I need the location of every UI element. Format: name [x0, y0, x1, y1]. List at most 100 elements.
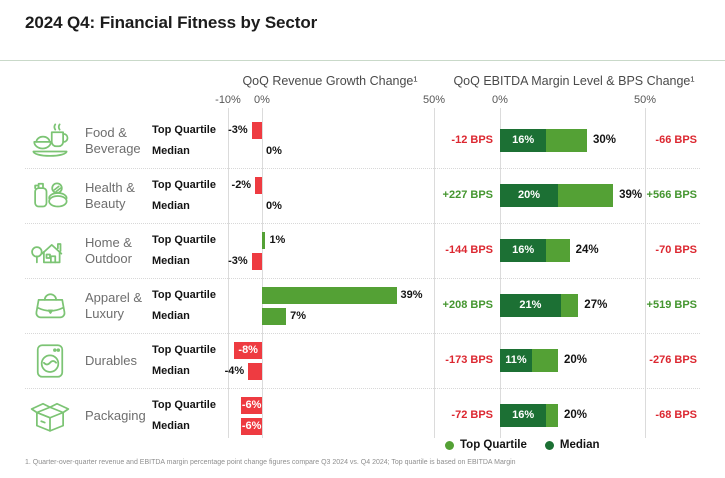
revenue-bar-top-quartile — [251, 122, 262, 139]
home-outdoor-icon — [28, 230, 76, 272]
ebitda-top-quartile-segment — [546, 129, 587, 152]
gridline-revenue-zero — [262, 108, 263, 438]
revenue-value-label: -3% — [228, 255, 248, 267]
sector-row: Apparel & Luxury Top Quartile Median 39% 7% 21… — [0, 278, 725, 333]
revenue-value-label: 1% — [269, 234, 286, 246]
revenue-chart-title: QoQ Revenue Growth Change¹ — [242, 74, 418, 88]
revenue-bar-median — [248, 363, 262, 380]
sector-label: Packaging — [85, 388, 155, 443]
gridline-ebitda-zero — [500, 108, 501, 438]
sector-label-line: Health & — [85, 179, 135, 195]
revenue-value-label: 0% — [266, 145, 282, 157]
axis-tick-right-50: 50% — [633, 94, 657, 106]
series-label-median: Median — [152, 255, 190, 267]
median-dot-icon — [544, 440, 554, 450]
ebitda-top-quartile-label: 20% — [564, 354, 588, 366]
bps-change-left: -72 BPS — [451, 409, 493, 421]
bps-change-left: -173 BPS — [445, 354, 493, 366]
series-label-top-quartile: Top Quartile — [152, 179, 216, 191]
series-label-median: Median — [152, 200, 190, 212]
sector-label: Food & Beverage — [85, 113, 155, 168]
ebitda-median-label: 21% — [519, 299, 542, 311]
series-label-top-quartile: Top Quartile — [152, 124, 216, 136]
legend: Top Quartile Median — [445, 439, 600, 451]
revenue-value-label: -6% — [241, 420, 262, 432]
sector-row: Packaging Top Quartile Median -6% -6% 16% 20% -… — [0, 388, 725, 443]
revenue-bar-top-quartile — [255, 177, 262, 194]
sector-label-line: Apparel & — [85, 289, 143, 305]
series-label-median: Median — [152, 145, 190, 157]
ebitda-median-label: 11% — [505, 354, 527, 366]
ebitda-median-label: 16% — [512, 409, 535, 421]
sector-label-line: Durables — [85, 352, 138, 368]
axis-tick-right-0: 0% — [492, 94, 508, 106]
sector-label-line: Beauty — [85, 195, 126, 211]
revenue-bar-median: -6% — [241, 418, 262, 435]
footnote: 1. Quarter-over-quarter revenue and EBIT… — [25, 459, 516, 466]
ebitda-median-segment: 16% — [500, 239, 547, 262]
sector-label-line: Home & — [85, 234, 132, 250]
ebitda-median-segment: 11% — [500, 349, 532, 372]
health-beauty-icon — [28, 175, 76, 217]
bps-change-left: +208 BPS — [442, 299, 493, 311]
gridline-revenue-50 — [434, 108, 435, 438]
row-separator — [25, 333, 700, 335]
ebitda-top-quartile-segment — [546, 239, 570, 262]
ebitda-chart-title: QoQ EBITDA Margin Level & BPS Change¹ — [453, 74, 695, 88]
row-separator — [25, 168, 700, 170]
gridline-revenue-neg10 — [228, 108, 229, 438]
ebitda-median-label: 16% — [512, 244, 535, 256]
sector-label: Durables — [85, 333, 155, 388]
sector-row: Health & Beauty Top Quartile Median -2% 0% 20%… — [0, 168, 725, 223]
apparel-luxury-icon — [28, 285, 76, 327]
revenue-value-label: -3% — [228, 124, 248, 136]
top-quartile-dot-icon — [445, 440, 454, 450]
durables-icon — [28, 340, 76, 382]
sector-label: Home & Outdoor — [85, 223, 155, 278]
bps-change-left: -12 BPS — [451, 134, 493, 146]
sector-label-line: Food & — [85, 124, 127, 140]
ebitda-top-quartile-label: 30% — [593, 134, 617, 146]
food-beverage-icon — [28, 120, 76, 162]
ebitda-median-segment: 16% — [500, 129, 547, 152]
ebitda-top-quartile-label: 27% — [584, 299, 608, 311]
ebitda-median-label: 16% — [512, 134, 535, 146]
bps-change-left: -144 BPS — [445, 244, 493, 256]
sector-label: Health & Beauty — [85, 168, 155, 223]
revenue-value-label: -4% — [224, 365, 245, 377]
revenue-value-label: -2% — [231, 179, 252, 191]
ebitda-top-quartile-label: 39% — [619, 189, 643, 201]
bps-change-right: +519 BPS — [646, 299, 697, 311]
revenue-bar-median — [251, 253, 262, 270]
series-label-median: Median — [152, 310, 190, 322]
legend-item-top-quartile: Top Quartile — [445, 439, 527, 451]
series-label-median: Median — [152, 420, 190, 432]
legend-label-median: Median — [559, 439, 600, 451]
sector-row: Home & Outdoor Top Quartile Median 1% -3% 16% 2… — [0, 223, 725, 278]
revenue-bar-top-quartile — [262, 287, 397, 304]
revenue-value-label: 39% — [400, 289, 423, 301]
sector-row: Food & Beverage Top Quartile Median -3% 0% 16%… — [0, 113, 725, 168]
legend-label-top-quartile: Top Quartile — [460, 439, 527, 451]
legend-item-median: Median — [544, 439, 600, 451]
ebitda-top-quartile-segment — [558, 184, 614, 207]
series-label-top-quartile: Top Quartile — [152, 234, 216, 246]
ebitda-top-quartile-label: 24% — [575, 244, 599, 256]
packaging-icon — [28, 395, 76, 437]
sector-label: Apparel & Luxury — [85, 278, 155, 333]
revenue-value-label: -8% — [238, 344, 258, 356]
revenue-bar-top-quartile — [262, 232, 266, 249]
row-separator — [25, 223, 700, 225]
bps-change-right: -276 BPS — [649, 354, 697, 366]
revenue-value-label: 7% — [290, 310, 307, 322]
revenue-value-label: -6% — [241, 399, 262, 411]
sector-label-line: Luxury — [85, 305, 125, 321]
bps-change-right: -66 BPS — [655, 134, 697, 146]
revenue-bar-median — [262, 308, 287, 325]
ebitda-top-quartile-segment — [546, 404, 558, 427]
ebitda-median-segment: 21% — [500, 294, 561, 317]
series-label-median: Median — [152, 365, 190, 377]
ebitda-top-quartile-label: 20% — [564, 409, 588, 421]
sector-label-line: Packaging — [85, 407, 146, 423]
bps-change-right: +566 BPS — [646, 189, 697, 201]
